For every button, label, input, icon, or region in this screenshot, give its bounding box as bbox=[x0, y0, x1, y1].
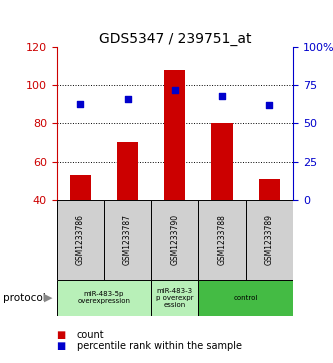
FancyBboxPatch shape bbox=[198, 200, 246, 280]
FancyBboxPatch shape bbox=[57, 200, 104, 280]
Text: ■: ■ bbox=[57, 330, 66, 340]
FancyBboxPatch shape bbox=[246, 200, 293, 280]
Text: miR-483-3
p overexpr
ession: miR-483-3 p overexpr ession bbox=[156, 287, 193, 308]
FancyBboxPatch shape bbox=[104, 200, 151, 280]
FancyBboxPatch shape bbox=[151, 280, 198, 316]
Point bbox=[78, 101, 83, 106]
Point bbox=[219, 93, 225, 99]
FancyBboxPatch shape bbox=[151, 200, 198, 280]
Point bbox=[267, 102, 272, 108]
Text: protocol: protocol bbox=[3, 293, 46, 303]
Text: GSM1233788: GSM1233788 bbox=[217, 214, 227, 265]
Text: percentile rank within the sample: percentile rank within the sample bbox=[77, 340, 241, 351]
Text: GSM1233790: GSM1233790 bbox=[170, 214, 179, 265]
Text: GSM1233786: GSM1233786 bbox=[76, 214, 85, 265]
Bar bbox=[70, 175, 91, 200]
FancyBboxPatch shape bbox=[198, 280, 293, 316]
Text: control: control bbox=[233, 295, 258, 301]
FancyBboxPatch shape bbox=[57, 280, 151, 316]
Text: GSM1233789: GSM1233789 bbox=[265, 214, 274, 265]
Text: GSM1233787: GSM1233787 bbox=[123, 214, 132, 265]
Text: miR-483-5p
overexpression: miR-483-5p overexpression bbox=[77, 291, 131, 304]
Bar bbox=[164, 70, 185, 200]
Title: GDS5347 / 239751_at: GDS5347 / 239751_at bbox=[99, 32, 251, 46]
Bar bbox=[117, 142, 138, 200]
Point bbox=[125, 96, 130, 102]
Bar bbox=[259, 179, 280, 200]
Text: ■: ■ bbox=[57, 340, 66, 351]
Text: ▶: ▶ bbox=[44, 293, 53, 303]
Text: count: count bbox=[77, 330, 104, 340]
Point bbox=[172, 87, 177, 93]
Bar bbox=[211, 123, 233, 200]
